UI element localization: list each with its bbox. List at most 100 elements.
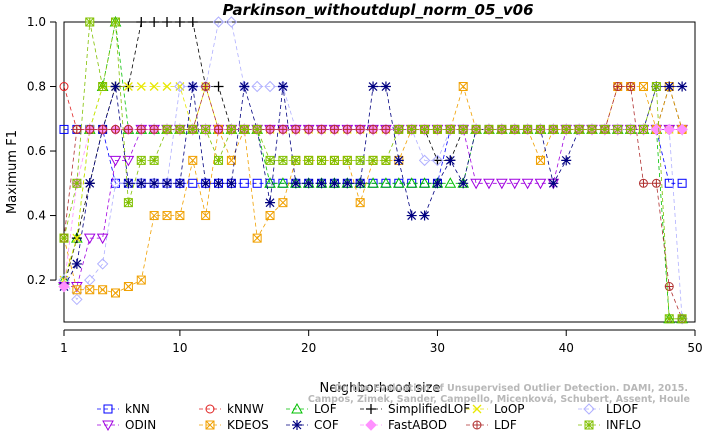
data-point-inflo <box>162 124 172 134</box>
data-point-cof <box>561 155 572 166</box>
data-point-inflo <box>188 124 198 134</box>
data-point-kdeos <box>638 82 648 92</box>
data-point-cof <box>162 178 173 189</box>
data-point-kdeos <box>72 285 82 295</box>
x-tick-label: 1 <box>60 341 68 355</box>
y-tick-label: 0.2 <box>27 273 46 287</box>
data-point-inflo <box>587 124 597 134</box>
y-axis-label: Maximum F1 <box>5 130 20 214</box>
x-tick-label: 40 <box>559 341 574 355</box>
data-point-odin <box>521 178 534 190</box>
data-point-kdeos <box>188 155 198 165</box>
legend-marker-knnw <box>205 404 215 414</box>
data-point-loop <box>136 82 146 91</box>
legend-marker-inflo <box>584 420 594 430</box>
data-point-inflo <box>214 155 224 165</box>
data-point-ldof <box>84 274 96 286</box>
data-point-simplifiedlof <box>136 17 147 27</box>
legend-item-knnw: kNNW <box>199 402 264 416</box>
data-point-cof <box>265 197 276 208</box>
data-point-ldof <box>264 80 276 93</box>
data-point-cof <box>84 178 95 189</box>
series-line-ldof <box>63 21 683 319</box>
data-point-ldf <box>111 124 121 134</box>
y-axis: 0.2 0.4 0.6 0.8 1.0 <box>27 15 57 287</box>
series-line-simplifiedlof <box>63 21 683 287</box>
series-line-odin <box>64 128 683 287</box>
data-point-cof <box>664 81 675 92</box>
data-point-odin <box>122 155 135 167</box>
legend-marker-lof <box>291 402 303 414</box>
y-tick-label: 0.4 <box>27 209 46 223</box>
watermark-line-2: Campos, Zimek, Sander, Campello, Micenko… <box>308 394 690 405</box>
data-point-simplifiedlof <box>149 17 160 27</box>
series-line-knnw <box>63 86 683 130</box>
data-point-inflo <box>111 17 121 27</box>
data-point-inflo <box>329 155 339 165</box>
data-point-inflo <box>510 124 520 134</box>
data-point-cof <box>277 81 288 92</box>
data-point-inflo <box>98 82 108 92</box>
data-point-ldf <box>98 124 108 134</box>
data-point-odin <box>483 178 495 190</box>
x-tick-label: 30 <box>430 341 445 355</box>
data-point-ldof <box>96 258 109 270</box>
data-point-odin <box>83 233 96 245</box>
data-point-inflo <box>149 155 159 165</box>
data-point-inflo <box>85 17 95 27</box>
data-point-fastabod <box>676 123 688 136</box>
data-point-simplifiedlof <box>187 17 198 27</box>
data-point-inflo <box>355 155 365 165</box>
data-point-ldf <box>85 124 95 134</box>
data-point-inflo <box>278 155 288 165</box>
legend-marker-odin <box>102 420 114 432</box>
data-point-inflo <box>613 124 623 134</box>
data-point-inflo <box>677 314 687 324</box>
legend-item-loop: LoOP <box>466 402 525 416</box>
series-ldof <box>58 16 688 325</box>
data-point-cof <box>316 178 327 189</box>
data-point-lof <box>444 177 457 188</box>
data-point-inflo <box>368 155 378 165</box>
data-point-cof <box>329 178 340 189</box>
legend-item-inflo: INFLO <box>578 418 641 432</box>
data-point-ldf <box>664 282 674 292</box>
data-point-inflo <box>394 124 404 134</box>
data-point-cof <box>393 155 404 166</box>
data-point-loop <box>162 82 172 91</box>
data-point-loop <box>72 233 82 243</box>
legend-item-fastabod: FastABOD <box>360 418 447 432</box>
data-point-knnw <box>59 82 69 92</box>
legend-label-knn: kNN <box>125 402 150 416</box>
data-point-cof <box>445 155 456 166</box>
series-cof <box>59 81 688 292</box>
data-point-inflo <box>136 155 146 165</box>
data-point-cof <box>380 81 391 92</box>
data-point-ldf <box>136 124 146 134</box>
data-point-odin <box>534 178 547 190</box>
data-point-ldf <box>381 124 391 134</box>
data-point-ldf <box>291 124 301 134</box>
series-line-lof <box>63 21 683 320</box>
series-line-inflo <box>63 21 683 320</box>
series-line-ldf <box>63 85 683 319</box>
data-point-inflo <box>548 124 558 134</box>
data-point-ldf <box>278 124 288 134</box>
data-point-lof <box>277 177 289 188</box>
data-point-ldf <box>638 178 648 188</box>
legend-item-simplifiedlof: SimplifiedLOF <box>360 402 470 416</box>
data-point-inflo <box>497 124 507 134</box>
data-point-lof <box>418 177 431 188</box>
data-point-cof <box>187 81 198 92</box>
data-point-inflo <box>651 82 661 92</box>
data-point-cof <box>419 210 430 221</box>
data-point-ldof <box>225 16 238 28</box>
series-layer <box>58 15 688 325</box>
chart-title: Parkinson_withoutdupl_norm_05_v06 <box>222 1 533 19</box>
data-point-cof <box>355 178 366 189</box>
data-point-inflo <box>407 124 417 134</box>
data-point-lof <box>367 177 379 188</box>
data-point-ldf <box>368 124 378 134</box>
data-point-ldf <box>123 124 133 134</box>
legend-marker-fastabod <box>365 419 377 431</box>
